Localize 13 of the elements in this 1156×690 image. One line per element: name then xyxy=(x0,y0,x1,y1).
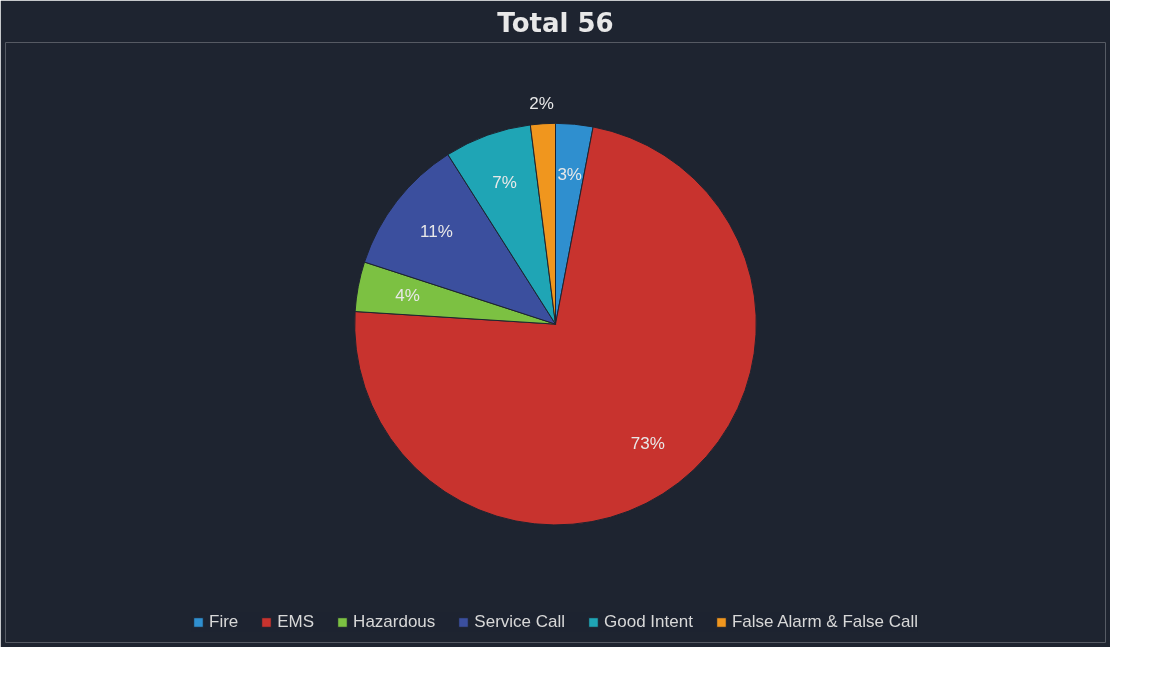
chart-title: Total 56 xyxy=(497,7,614,38)
data-label: 73% xyxy=(630,433,665,453)
data-label: 3% xyxy=(557,164,582,184)
data-label: 2% xyxy=(529,94,554,114)
legend-label: Hazardous xyxy=(353,612,436,632)
legend-label: Fire xyxy=(208,612,239,632)
legend-label: False Alarm & False Call xyxy=(731,612,919,632)
legend-label: Service Call xyxy=(474,612,566,632)
data-label: 4% xyxy=(395,286,420,306)
data-label: 7% xyxy=(492,172,517,192)
data-label: 11% xyxy=(420,222,453,242)
legend-label: EMS xyxy=(277,612,315,632)
legend-label: Good Intent xyxy=(604,612,693,632)
